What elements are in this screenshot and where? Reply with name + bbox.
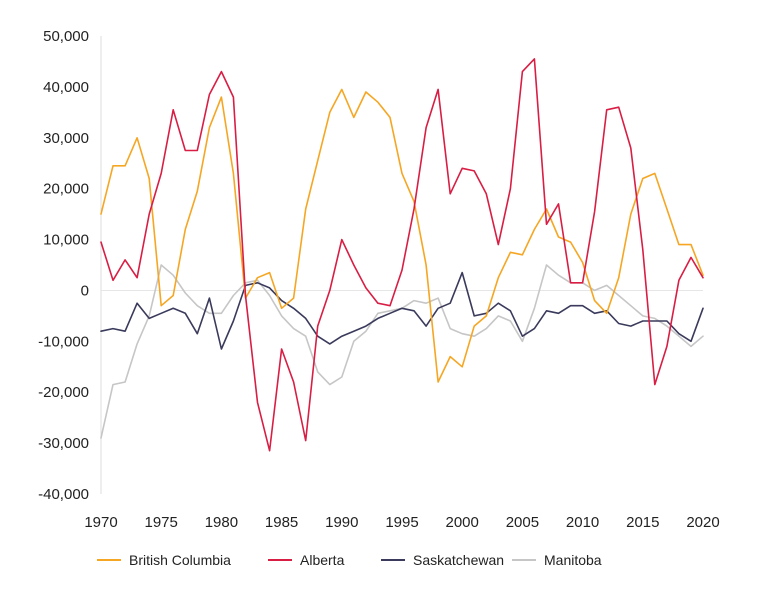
y-tick-label: 40,000 (43, 79, 89, 96)
legend-item-british-columbia: British Columbia (97, 552, 231, 568)
x-tick-label: 1970 (84, 514, 117, 531)
series-line-british-columbia (100, 88, 704, 383)
y-tick-label: 50,000 (43, 28, 89, 45)
y-tick-label: 30,000 (43, 130, 89, 147)
x-tick-label: 1980 (205, 514, 238, 531)
series-line-manitoba (100, 264, 704, 439)
y-tick-label: -40,000 (38, 486, 89, 503)
legend-label: Saskatchewan (413, 552, 504, 568)
series-lines (100, 58, 704, 452)
series-line-saskatchewan (100, 271, 704, 350)
x-tick-label: 1995 (385, 514, 418, 531)
y-tick-label: 10,000 (43, 232, 89, 249)
x-tick-label: 1985 (265, 514, 298, 531)
x-tick-label: 2010 (566, 514, 599, 531)
legend-label: British Columbia (129, 552, 231, 568)
x-tick-label: 1975 (145, 514, 178, 531)
y-tick-label: 0 (81, 282, 89, 299)
x-axis-tick-labels: 1970 1975 1980 1985 1990 1995 2000 2005 2010 2015… (84, 514, 719, 531)
series-line-alberta (100, 58, 704, 452)
legend: British Columbia Alberta Saskatchewan Manit… (97, 552, 602, 568)
x-tick-label: 2015 (626, 514, 659, 531)
y-tick-label: 20,000 (43, 181, 89, 198)
legend-item-manitoba: Manitoba (512, 552, 602, 568)
y-tick-label: -10,000 (38, 333, 89, 350)
y-tick-label: -20,000 (38, 384, 89, 401)
x-tick-label: 2005 (506, 514, 539, 531)
chart-axes (100, 36, 703, 494)
y-axis-tick-labels: 50,000 40,000 30,000 20,000 10,000 0 -10,000 -2… (38, 28, 89, 503)
x-tick-label: 1990 (325, 514, 358, 531)
legend-item-saskatchewan: Saskatchewan (381, 552, 504, 568)
y-tick-label: -30,000 (38, 435, 89, 452)
legend-item-alberta: Alberta (268, 552, 345, 568)
x-tick-label: 2000 (446, 514, 479, 531)
legend-label: Alberta (300, 552, 345, 568)
x-tick-label: 2020 (686, 514, 719, 531)
legend-label: Manitoba (544, 552, 602, 568)
